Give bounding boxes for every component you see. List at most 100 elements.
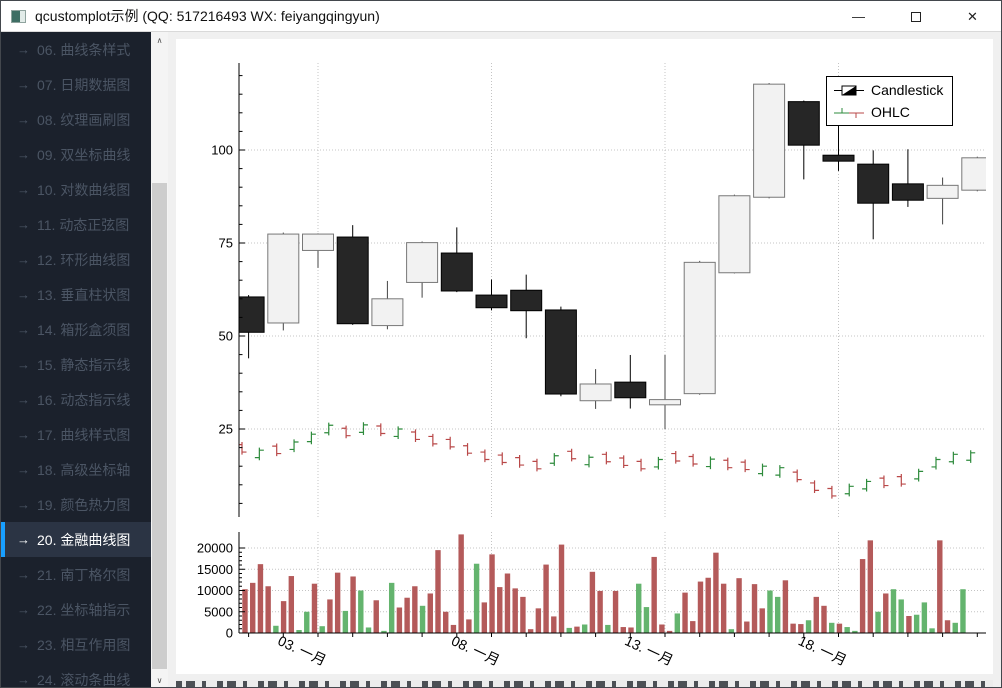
sidebar-item[interactable]: → 13. 垂直柱状图 <box>1 277 151 312</box>
sidebar-item[interactable]: → 22. 坐标轴指示 <box>1 592 151 627</box>
date-tick-label: 08. 一月 <box>449 632 502 668</box>
volume-axis: 0 5000 10000 15000 20000 <box>197 532 245 641</box>
clipped-text-fragments <box>176 681 993 687</box>
sidebar-menu: → 06. 曲线条样式 → 07. 日期数据图 → 08. 纹理画刷图 → 09. 双坐标曲线… <box>1 32 151 688</box>
sidebar-item[interactable]: → 12. 环形曲线图 <box>1 242 151 277</box>
close-button[interactable]: ✕ <box>967 8 978 24</box>
arrow-icon: → <box>17 217 30 232</box>
ohlc-legend-icon <box>834 107 864 118</box>
arrow-icon: → <box>17 567 30 582</box>
sidebar-item-label: 24. 滚动条曲线 <box>37 671 131 688</box>
maximize-button[interactable] <box>887 1 944 32</box>
svg-text:50: 50 <box>219 329 233 344</box>
arrow-icon: → <box>17 112 30 127</box>
sidebar-item-label: 11. 动态正弦图 <box>37 216 130 233</box>
app-icon <box>11 9 26 23</box>
sidebar-item-label: 22. 坐标轴指示 <box>37 601 131 618</box>
svg-text:20000: 20000 <box>197 541 233 556</box>
scrollbar-up-icon[interactable]: ∧ <box>151 32 168 49</box>
sidebar-item[interactable]: → 20. 金融曲线图 <box>1 522 151 557</box>
sidebar-item-label: 17. 曲线样式图 <box>37 426 131 443</box>
window-controls: — ✕ <box>830 1 1001 32</box>
legend-label: OHLC <box>871 104 910 120</box>
sidebar-item[interactable]: → 16. 动态指示线 <box>1 382 151 417</box>
arrow-icon: → <box>17 497 30 512</box>
volume-series <box>242 534 966 633</box>
sidebar-item[interactable]: → 11. 动态正弦图 <box>1 207 151 242</box>
minimize-button[interactable]: — <box>852 9 865 24</box>
sidebar-item[interactable]: → 24. 滚动条曲线 <box>1 662 151 688</box>
sidebar-item-label: 08. 纹理画刷图 <box>37 111 131 128</box>
arrow-icon: → <box>17 77 30 92</box>
arrow-icon: → <box>17 602 30 617</box>
sidebar-item-label: 09. 双坐标曲线 <box>37 146 131 163</box>
scrollbar-down-icon[interactable]: ∨ <box>151 672 168 687</box>
arrow-icon: → <box>17 357 30 372</box>
arrow-icon: → <box>17 672 30 687</box>
legend-item-candlestick: Candlestick <box>834 82 943 98</box>
sidebar-item-label: 16. 动态指示线 <box>37 391 131 408</box>
svg-text:5000: 5000 <box>204 604 233 619</box>
svg-text:100: 100 <box>211 143 233 158</box>
arrow-icon: → <box>17 182 30 197</box>
arrow-icon: → <box>17 532 30 547</box>
svg-text:75: 75 <box>219 236 233 251</box>
financial-plot[interactable]: 25 50 75 100 0 5000 10000 15000 20000 03. 一月 08. 一… <box>176 39 993 674</box>
arrow-icon: → <box>17 322 30 337</box>
sidebar-item-label: 06. 曲线条样式 <box>37 41 131 58</box>
sidebar-scrollbar[interactable]: ∧ ∨ <box>151 32 168 687</box>
sidebar-item-label: 13. 垂直柱状图 <box>37 286 131 303</box>
arrow-icon: → <box>17 287 30 302</box>
sidebar-item[interactable]: → 18. 高级坐标轴 <box>1 452 151 487</box>
ohlc-series <box>239 422 976 499</box>
arrow-icon: → <box>17 252 30 267</box>
sidebar-item[interactable]: → 21. 南丁格尔图 <box>1 557 151 592</box>
legend-label: Candlestick <box>871 82 944 98</box>
price-axis: 25 50 75 100 <box>211 63 245 517</box>
titlebar: qcustomplot示例 (QQ: 517216493 WX: feiyang… <box>1 1 1001 32</box>
scrollbar-thumb[interactable] <box>152 183 167 669</box>
date-tick-label: 03. 一月 <box>275 632 328 668</box>
sidebar-item[interactable]: → 15. 静态指示线 <box>1 347 151 382</box>
sidebar-item-label: 20. 金融曲线图 <box>37 531 131 548</box>
date-tick-label: 18. 一月 <box>796 632 849 668</box>
sidebar-item[interactable]: → 06. 曲线条样式 <box>1 32 151 67</box>
sidebar-item-label: 10. 对数曲线图 <box>37 181 131 198</box>
sidebar-item[interactable]: → 23. 相互作用图 <box>1 627 151 662</box>
clipped-bottom-text-strip <box>176 680 993 687</box>
arrow-icon: → <box>17 42 30 57</box>
arrow-icon: → <box>17 637 30 652</box>
legend-item-ohlc: OHLC <box>834 104 943 120</box>
sidebar-item[interactable]: → 10. 对数曲线图 <box>1 172 151 207</box>
window-title: qcustomplot示例 (QQ: 517216493 WX: feiyang… <box>35 8 380 24</box>
date-axis: 03. 一月 08. 一月 13. 一月 18. 一月 <box>239 632 986 669</box>
sidebar-item[interactable]: → 08. 纹理画刷图 <box>1 102 151 137</box>
svg-text:25: 25 <box>219 422 233 437</box>
sidebar-item-label: 23. 相互作用图 <box>37 636 131 653</box>
sidebar-item[interactable]: → 19. 颜色热力图 <box>1 487 151 522</box>
maximize-icon <box>910 11 921 22</box>
grid <box>239 63 986 633</box>
sidebar-item[interactable]: → 17. 曲线样式图 <box>1 417 151 452</box>
sidebar-item-label: 15. 静态指示线 <box>37 356 131 373</box>
sidebar-item-label: 21. 南丁格尔图 <box>37 566 131 583</box>
financial-chart-canvas[interactable]: 25 50 75 100 0 5000 10000 15000 20000 03. 一月 08. 一… <box>176 39 993 674</box>
candlestick-legend-icon <box>834 85 864 95</box>
candlestick-series <box>239 83 986 429</box>
svg-text:15000: 15000 <box>197 562 233 577</box>
chart-panel: 25 50 75 100 0 5000 10000 15000 20000 03. 一月 08. 一… <box>168 32 1001 687</box>
chart-legend: Candlestick OHLC <box>826 76 954 126</box>
sidebar-item[interactable]: → 09. 双坐标曲线 <box>1 137 151 172</box>
sidebar-item-label: 07. 日期数据图 <box>37 76 131 93</box>
sidebar-item[interactable]: → 14. 箱形盒须图 <box>1 312 151 347</box>
sidebar-item-label: 12. 环形曲线图 <box>37 251 131 268</box>
arrow-icon: → <box>17 462 30 477</box>
sidebar-item-label: 19. 颜色热力图 <box>37 496 131 513</box>
arrow-icon: → <box>17 392 30 407</box>
svg-text:10000: 10000 <box>197 583 233 598</box>
arrow-icon: → <box>17 427 30 442</box>
svg-text:0: 0 <box>226 626 233 641</box>
sidebar-item[interactable]: → 07. 日期数据图 <box>1 67 151 102</box>
arrow-icon: → <box>17 147 30 162</box>
